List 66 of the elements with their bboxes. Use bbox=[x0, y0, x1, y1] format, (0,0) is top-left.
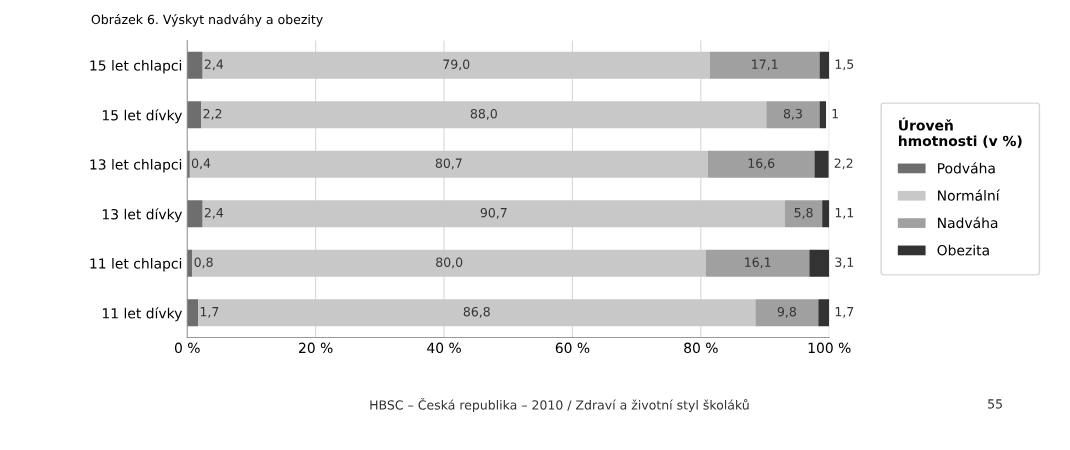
data-label: 1,5 bbox=[835, 59, 854, 71]
bar bbox=[755, 299, 819, 327]
legend-label: Nadváha bbox=[938, 216, 998, 229]
data-label: 86,8 bbox=[463, 306, 490, 318]
data-label: 1 bbox=[832, 109, 838, 119]
y-tick-label: 13 let dívky bbox=[102, 208, 182, 223]
data-label: 16,6 bbox=[748, 158, 775, 170]
bar bbox=[819, 51, 830, 79]
data-label: 1,1 bbox=[835, 208, 854, 219]
legend-label: Podváha bbox=[938, 162, 995, 174]
legend-title: Úroveň hmotnosti (v %) bbox=[898, 117, 1022, 148]
y-tick-label: 13 let chlapci bbox=[90, 158, 182, 173]
data-label: 16,1 bbox=[745, 257, 771, 269]
data-label: 2,4 bbox=[204, 59, 224, 71]
data-label: 0,8 bbox=[194, 257, 213, 269]
data-label: 2,4 bbox=[204, 207, 224, 219]
x-tick-label: 100 % bbox=[808, 342, 851, 354]
x-tick-label: 40 % bbox=[427, 342, 461, 354]
data-label: 5,8 bbox=[794, 207, 813, 219]
bar bbox=[202, 200, 785, 228]
data-label: 90,7 bbox=[480, 207, 507, 219]
bar bbox=[705, 249, 810, 277]
data-label: 2,2 bbox=[203, 108, 222, 120]
y-tick-label: 11 let chlapci bbox=[90, 257, 182, 272]
bar bbox=[707, 150, 815, 178]
bar bbox=[192, 249, 706, 277]
x-tick-label: 20 % bbox=[299, 342, 333, 354]
bar bbox=[201, 101, 767, 129]
chart-title: Obrázek 6. Výskyt nadváhy a obezity bbox=[91, 13, 323, 27]
bar bbox=[202, 51, 710, 79]
data-label: 79,0 bbox=[443, 59, 470, 71]
bar bbox=[187, 299, 199, 327]
x-tick-label: 60 % bbox=[555, 342, 590, 354]
data-label: 80,7 bbox=[435, 158, 462, 170]
y-tick-label: 11 let dívky bbox=[102, 307, 182, 322]
bar bbox=[809, 249, 830, 277]
bar bbox=[766, 101, 820, 129]
legend-label: Obezita bbox=[937, 244, 989, 256]
data-label: 88,0 bbox=[470, 108, 497, 120]
text: HBSC – Česká republika – 2010 / Zdraví a životní styl školáků bbox=[370, 397, 749, 413]
y-tick-label: 15 let chlapci bbox=[90, 59, 182, 74]
data-label: 8,3 bbox=[783, 108, 802, 120]
data-label: 80,0 bbox=[436, 257, 463, 269]
data-label: 3,1 bbox=[835, 257, 854, 269]
bar bbox=[187, 51, 203, 79]
bar bbox=[189, 150, 708, 178]
bar bbox=[818, 299, 830, 327]
bar bbox=[822, 200, 830, 228]
bar bbox=[198, 299, 756, 327]
x-tick-label: 0 % bbox=[174, 342, 200, 354]
data-label: 1,7 bbox=[835, 307, 854, 318]
data-label: 0,4 bbox=[191, 158, 211, 170]
x-tick-label: 80 % bbox=[684, 342, 718, 354]
bar bbox=[814, 150, 829, 178]
bar bbox=[784, 200, 823, 228]
data-label: 9,8 bbox=[777, 306, 796, 318]
data-label: 17,1 bbox=[752, 59, 778, 71]
data-label: 2,2 bbox=[834, 158, 853, 170]
text: 55 bbox=[988, 399, 1002, 409]
bar bbox=[187, 101, 202, 129]
y-tick-label: 15 let dívky bbox=[102, 109, 182, 124]
legend-label: Normální bbox=[938, 189, 1000, 201]
bar bbox=[187, 200, 203, 228]
bar bbox=[709, 51, 820, 79]
bar bbox=[819, 101, 827, 129]
data-label: 1,7 bbox=[200, 307, 219, 318]
